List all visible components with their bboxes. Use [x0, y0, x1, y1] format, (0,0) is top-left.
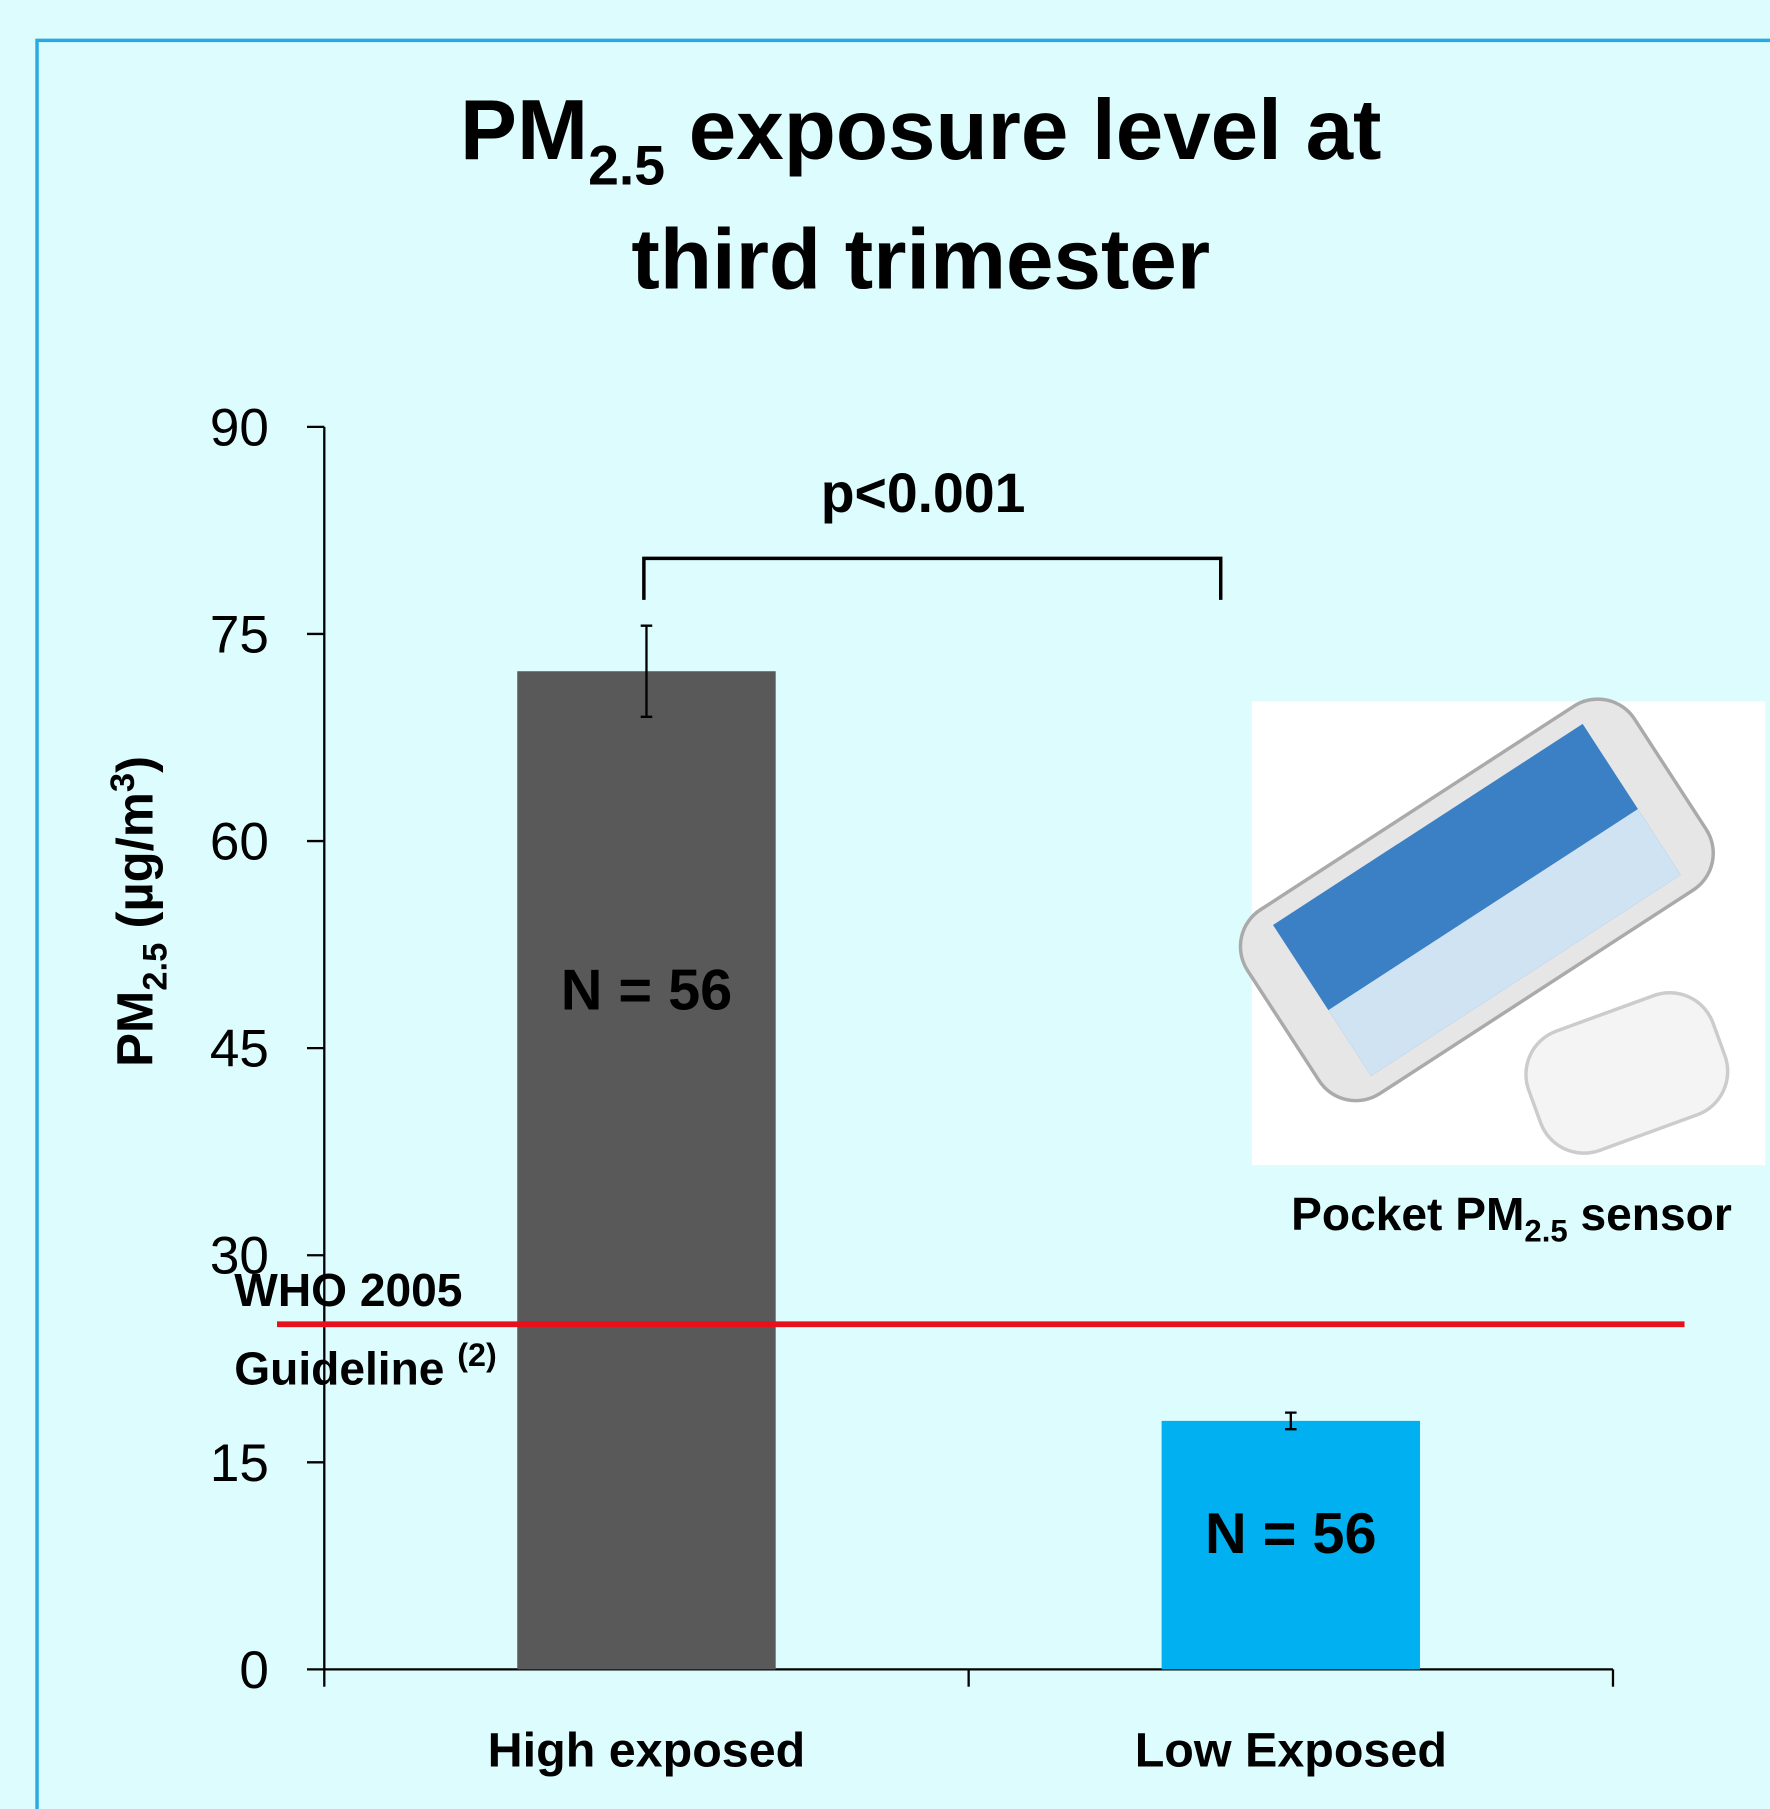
x-tick-label: High exposed: [488, 1723, 806, 1777]
bar: [517, 671, 775, 1669]
image-caption: Pocket PM2.5 sensor: [1291, 1188, 1732, 1249]
bar-label: N = 56: [1205, 1502, 1377, 1566]
x-tick-label: Low Exposed: [1135, 1723, 1447, 1777]
y-label-text: PM: [106, 991, 163, 1067]
title-text: exposure level at: [665, 83, 1381, 178]
sensor-image: [1224, 682, 1766, 1166]
caption-subscript: 2.5: [1524, 1213, 1567, 1248]
y-tick-label: 0: [239, 1641, 269, 1700]
y-tick-label: 60: [210, 813, 269, 872]
bar-label: N = 56: [561, 958, 733, 1022]
y-tick-label: 75: [210, 605, 269, 664]
y-label-superscript: 3: [104, 773, 142, 792]
significance-label: p<0.001: [821, 462, 1026, 524]
page: PM2.5 exposure level at third trimester …: [0, 0, 1770, 1809]
y-label-text: (µg/m: [106, 792, 163, 942]
reference-label: WHO 2005: [234, 1264, 462, 1316]
caption-text: sensor: [1568, 1188, 1732, 1240]
title-subscript: 2.5: [588, 135, 665, 197]
y-label-subscript: 2.5: [136, 943, 174, 991]
y-tick-label: 45: [210, 1020, 269, 1079]
title-text: PM: [460, 83, 588, 178]
caption-text: Pocket PM: [1291, 1188, 1524, 1240]
chart: PM2.5 exposure level at third trimester …: [0, 0, 1770, 1809]
reference-label-text: Guideline: [234, 1342, 457, 1394]
reference-label-superscript: (2): [457, 1337, 496, 1373]
y-label-text: ): [106, 756, 163, 773]
chart-title: third trimester: [631, 212, 1210, 307]
y-tick-label: 90: [210, 398, 269, 457]
y-tick-label: 15: [210, 1434, 269, 1493]
